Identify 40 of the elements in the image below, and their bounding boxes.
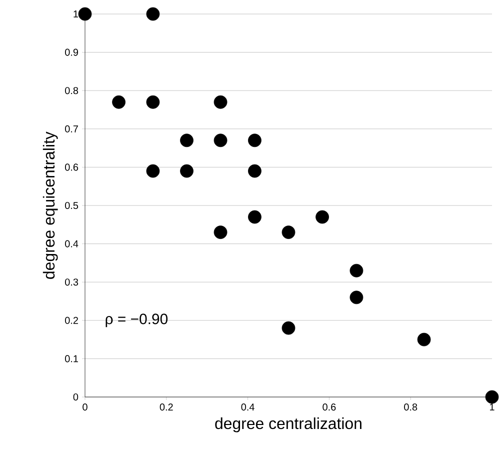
y-tick-label: 1 <box>74 10 78 18</box>
x-tick-label: 0.8 <box>404 404 418 411</box>
point <box>350 264 364 278</box>
y-tick-label: 0.2 <box>65 316 78 324</box>
y-tick-label: 0.6 <box>65 164 78 171</box>
point <box>112 95 126 109</box>
x-tick-label: 1 <box>490 404 494 410</box>
y-tick-label: 0 <box>73 393 78 401</box>
point <box>316 210 329 224</box>
point <box>248 210 262 224</box>
point <box>485 390 499 404</box>
x-axis-title: degree centralization <box>215 417 362 432</box>
y-tick-label: 0.3 <box>65 278 78 286</box>
point <box>350 290 364 304</box>
annotation: ρ = −0.90 <box>106 314 168 328</box>
y-axis-title: degree equicentrality <box>42 132 58 279</box>
x-tick-label: 0.2 <box>160 404 173 411</box>
point <box>146 7 160 21</box>
x-tick-label: 0 <box>82 404 88 411</box>
point <box>282 226 296 240</box>
y-tick-label: 0.8 <box>65 87 78 94</box>
x-tick-label: 0.4 <box>241 404 254 411</box>
x-tick-label: 0.6 <box>322 404 336 411</box>
point <box>282 321 296 335</box>
point <box>248 164 262 178</box>
point <box>78 7 92 21</box>
y-tick-label: 0.9 <box>65 48 78 56</box>
y-tick-label: 0.1 <box>65 355 78 362</box>
y-tick-label: 0.5 <box>65 202 78 210</box>
y-tick-label: 0.4 <box>65 240 78 248</box>
point <box>214 95 228 109</box>
point <box>248 134 262 148</box>
point <box>146 95 160 109</box>
point <box>180 164 194 178</box>
point <box>180 134 194 148</box>
point <box>214 226 228 240</box>
point <box>214 134 228 148</box>
y-tick-label: 0.7 <box>65 125 78 132</box>
point <box>417 332 431 346</box>
point <box>146 164 160 178</box>
